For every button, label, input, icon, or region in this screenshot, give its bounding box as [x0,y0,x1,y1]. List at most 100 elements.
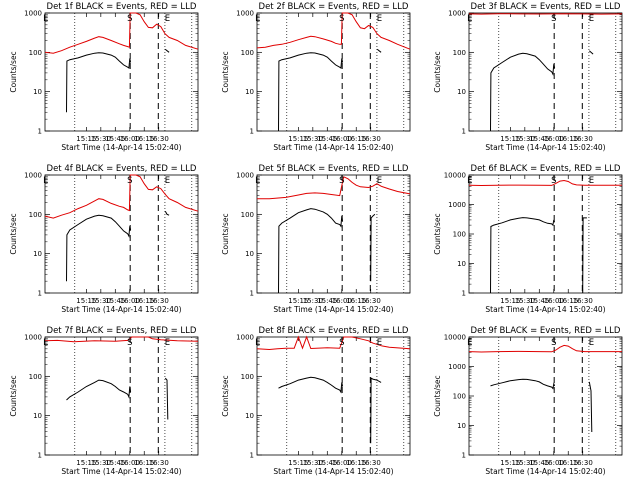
marker-label-E: E [255,176,260,186]
plot-frame [469,175,622,293]
y-tick-label: 1 [38,452,42,460]
y-axis-label: Counts/sec [221,51,230,92]
marker-label-E: E [377,338,382,348]
y-tick-label: 100 [29,373,42,381]
y-axis-label: Counts/sec [9,213,18,254]
y-tick-label: 10 [245,250,254,258]
panel-2: Det 2f BLACK = Events, RED = LLD11010010… [221,2,410,152]
marker-label-E: E [255,338,260,348]
marker-label-E: E [165,338,170,348]
marker-label-S: S [339,14,344,24]
panel-1: Det 1f BLACK = Events, RED = LLD11010010… [9,2,198,152]
y-axis-label: Counts/sec [433,375,442,416]
y-tick-label: 1 [38,128,42,136]
events-series-line [279,377,343,392]
events-series-line [67,215,131,281]
plot-frame [469,337,622,455]
events-series-line [583,218,587,293]
panel-6: Det 6f BLACK = Events, RED = LLD11010010… [433,164,622,314]
y-tick-label: 100 [241,49,254,57]
marker-label-E: E [43,176,48,186]
plot-frame [45,13,198,131]
marker-label-E: E [467,338,472,348]
x-axis-label: Start Time (14-Apr-14 15:02:40) [273,143,393,152]
events-series-line [165,378,168,419]
y-tick-label: 1 [250,128,254,136]
marker-label-E: E [377,14,382,24]
panel-title: Det 3f BLACK = Events, RED = LLD [471,2,621,12]
marker-label-S: S [127,14,132,24]
y-tick-label: 10 [33,412,42,420]
lld-series-line [257,337,410,350]
y-tick-label: 1 [462,452,466,460]
marker-label-S: S [127,338,132,348]
y-tick-label: 10 [457,88,466,96]
marker-label-E: E [43,338,48,348]
x-axis-label: Start Time (14-Apr-14 15:02:40) [485,467,605,476]
lld-series-line [45,337,198,342]
events-series-line [371,378,381,443]
y-tick-label: 1000 [236,334,254,342]
marker-label-S: S [339,338,344,348]
y-tick-label: 1000 [24,10,42,18]
lld-series-line [45,175,198,218]
y-tick-label: 100 [241,373,254,381]
marker-label-E: E [467,14,472,24]
marker-label-S: S [551,176,556,186]
plot-frame [257,175,410,293]
events-series-line [491,379,555,388]
panel-5: Det 5f BLACK = Events, RED = LLD11010010… [221,164,410,314]
marker-label-S: S [551,14,556,24]
x-axis-label: Start Time (14-Apr-14 15:02:40) [61,467,181,476]
marker-label-E: E [165,14,170,24]
panel-title: Det 8f BLACK = Events, RED = LLD [259,326,409,336]
plot-frame [257,13,410,131]
x-tick-label: 16:30 [149,297,169,305]
y-tick-label: 1 [250,452,254,460]
x-axis-label: Start Time (14-Apr-14 15:02:40) [485,143,605,152]
x-tick-label: 16:30 [573,297,593,305]
y-tick-label: 100 [29,211,42,219]
events-series-line [377,49,381,52]
y-axis-label: Counts/sec [221,375,230,416]
marker-label-E: E [589,338,594,348]
y-tick-label: 10 [457,260,466,268]
events-series-line [491,218,555,293]
y-tick-label: 1000 [236,10,254,18]
panel-title: Det 6f BLACK = Events, RED = LLD [471,164,621,174]
x-tick-label: 16:30 [361,135,381,143]
panel-3: Det 3f BLACK = Events, RED = LLD11010010… [433,2,622,152]
y-tick-label: 1 [38,290,42,298]
y-tick-label: 1000 [236,172,254,180]
events-series-line [165,211,169,215]
y-tick-label: 100 [453,231,466,239]
y-axis-label: Counts/sec [433,213,442,254]
marker-label-E: E [43,14,48,24]
panel-7: Det 7f BLACK = Events, RED = LLD 1 10 100 10… [9,326,198,476]
panel-title: Det 2f BLACK = Events, RED = LLD [259,2,409,12]
lld-series-line [469,345,622,352]
y-tick-label: 1 [462,128,466,136]
y-axis-label: Counts/sec [221,213,230,254]
marker-label-E: E [589,176,594,186]
marker-label-E: E [165,176,170,186]
panel-title: Det 4f BLACK = Events, RED = LLD [47,164,197,174]
y-tick-label: 10000 [444,334,466,342]
marker-label-S: S [127,176,132,186]
y-axis-label: Counts/sec [9,51,18,92]
events-series-line [279,53,343,131]
x-tick-label: 16:30 [573,459,593,467]
y-tick-label: 10 [457,422,466,430]
events-series-line [67,53,131,112]
events-series-line [491,53,555,131]
events-series-line [371,214,375,281]
x-tick-label: 16:30 [149,135,169,143]
y-tick-label: 10 [33,250,42,258]
events-series-line [279,209,343,293]
x-axis-label: Start Time (14-Apr-14 15:02:40) [273,305,393,314]
panel-4: Det 4f BLACK = Events, RED = LLD11010010… [9,164,198,314]
y-tick-label: 1000 [24,334,42,342]
panel-title: Det 7f BLACK = Events, RED = LLD [47,326,197,336]
